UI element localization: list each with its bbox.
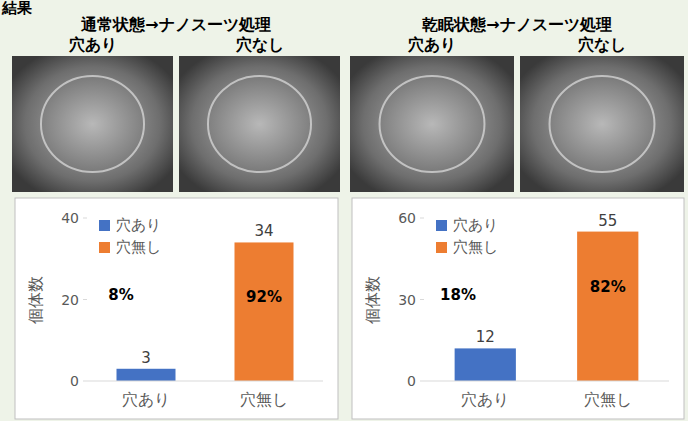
data-label: 12 — [476, 328, 495, 346]
data-label: 3 — [141, 349, 151, 367]
tick-label: 0 — [407, 373, 416, 389]
legend-swatch — [436, 242, 447, 253]
photo — [12, 56, 173, 192]
annotation: 8% — [108, 286, 133, 304]
tick — [420, 299, 424, 300]
chart-frame — [15, 198, 338, 419]
annotation: 82% — [590, 278, 626, 296]
category-label: 穴無し — [240, 390, 288, 409]
axis-line — [87, 380, 323, 381]
legend-swatch — [99, 220, 110, 231]
tick-label: 60 — [398, 210, 416, 226]
tick — [83, 218, 87, 219]
tick — [83, 299, 87, 300]
axis-line — [424, 380, 669, 381]
image-label: 穴なし — [577, 35, 626, 54]
heading: 結果 — [1, 0, 33, 17]
category-label: 穴無し — [584, 390, 632, 409]
tick — [420, 381, 424, 382]
panel-title: 通常状態→ナノスーツ処理 — [80, 15, 270, 34]
image-label: 穴あり — [407, 35, 456, 54]
bar — [455, 348, 516, 381]
legend-label: 穴無し — [116, 238, 161, 256]
tick — [420, 218, 424, 219]
photo — [350, 56, 514, 192]
photo-specimen — [380, 76, 485, 172]
data-label: 34 — [254, 222, 273, 240]
photo-specimen — [41, 76, 144, 172]
legend-swatch — [436, 220, 447, 231]
category-label: 穴あり — [122, 390, 170, 409]
photo-specimen — [208, 76, 311, 172]
image-label: 穴なし — [235, 35, 284, 54]
bar — [117, 369, 176, 381]
tick-label: 40 — [61, 210, 79, 226]
tick-label: 20 — [61, 292, 79, 308]
annotation: 18% — [440, 286, 476, 304]
chart-frame — [352, 198, 684, 419]
image-label: 穴あり — [68, 35, 117, 54]
tick-label: 30 — [398, 292, 416, 308]
bar — [577, 232, 638, 381]
data-label: 55 — [598, 212, 617, 230]
tick — [83, 381, 87, 382]
axis-title: 個体数 — [26, 276, 45, 324]
legend-label: 穴無し — [453, 238, 498, 256]
annotation: 92% — [246, 288, 282, 306]
bar — [235, 242, 294, 381]
photo — [179, 56, 340, 192]
tick-label: 0 — [70, 373, 79, 389]
legend-label: 穴あり — [453, 216, 498, 234]
photo-specimen — [550, 76, 655, 172]
photo — [520, 56, 684, 192]
bars — [117, 242, 294, 381]
panel-title: 乾眠状態→ナノスーツ処理 — [422, 15, 611, 34]
category-label: 穴あり — [461, 390, 509, 409]
axis-title: 個体数 — [363, 276, 382, 324]
legend-swatch — [99, 242, 110, 253]
legend-label: 穴あり — [116, 216, 161, 234]
